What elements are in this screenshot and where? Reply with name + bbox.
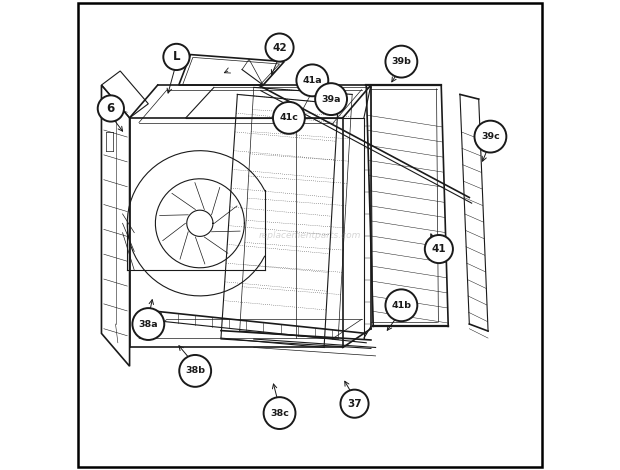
Text: 6: 6 [107,102,115,115]
Text: 37: 37 [347,399,362,409]
Text: 39b: 39b [391,57,411,66]
Text: L: L [173,50,180,63]
Text: 38b: 38b [185,367,205,376]
Circle shape [265,33,294,62]
Text: 41c: 41c [280,113,298,122]
Circle shape [386,46,417,78]
Circle shape [425,235,453,263]
Circle shape [264,397,296,429]
Text: 38a: 38a [138,320,158,329]
Circle shape [340,390,368,418]
Text: 42: 42 [272,43,287,53]
Circle shape [474,121,507,153]
Text: replacementparts.com: replacementparts.com [259,230,361,240]
Text: 38c: 38c [270,408,289,417]
Circle shape [386,290,417,321]
Text: 39c: 39c [481,132,500,141]
Circle shape [179,355,211,387]
Text: 41: 41 [432,244,446,254]
Circle shape [273,102,305,134]
Circle shape [98,95,124,122]
Text: 41a: 41a [303,76,322,85]
Text: 39a: 39a [321,94,341,103]
Circle shape [133,308,164,340]
Circle shape [296,64,328,96]
Circle shape [315,83,347,115]
Circle shape [163,44,190,70]
Text: 41b: 41b [391,301,412,310]
